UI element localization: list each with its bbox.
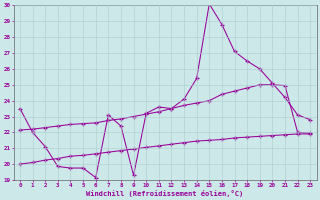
X-axis label: Windchill (Refroidissement éolien,°C): Windchill (Refroidissement éolien,°C)	[86, 190, 244, 197]
